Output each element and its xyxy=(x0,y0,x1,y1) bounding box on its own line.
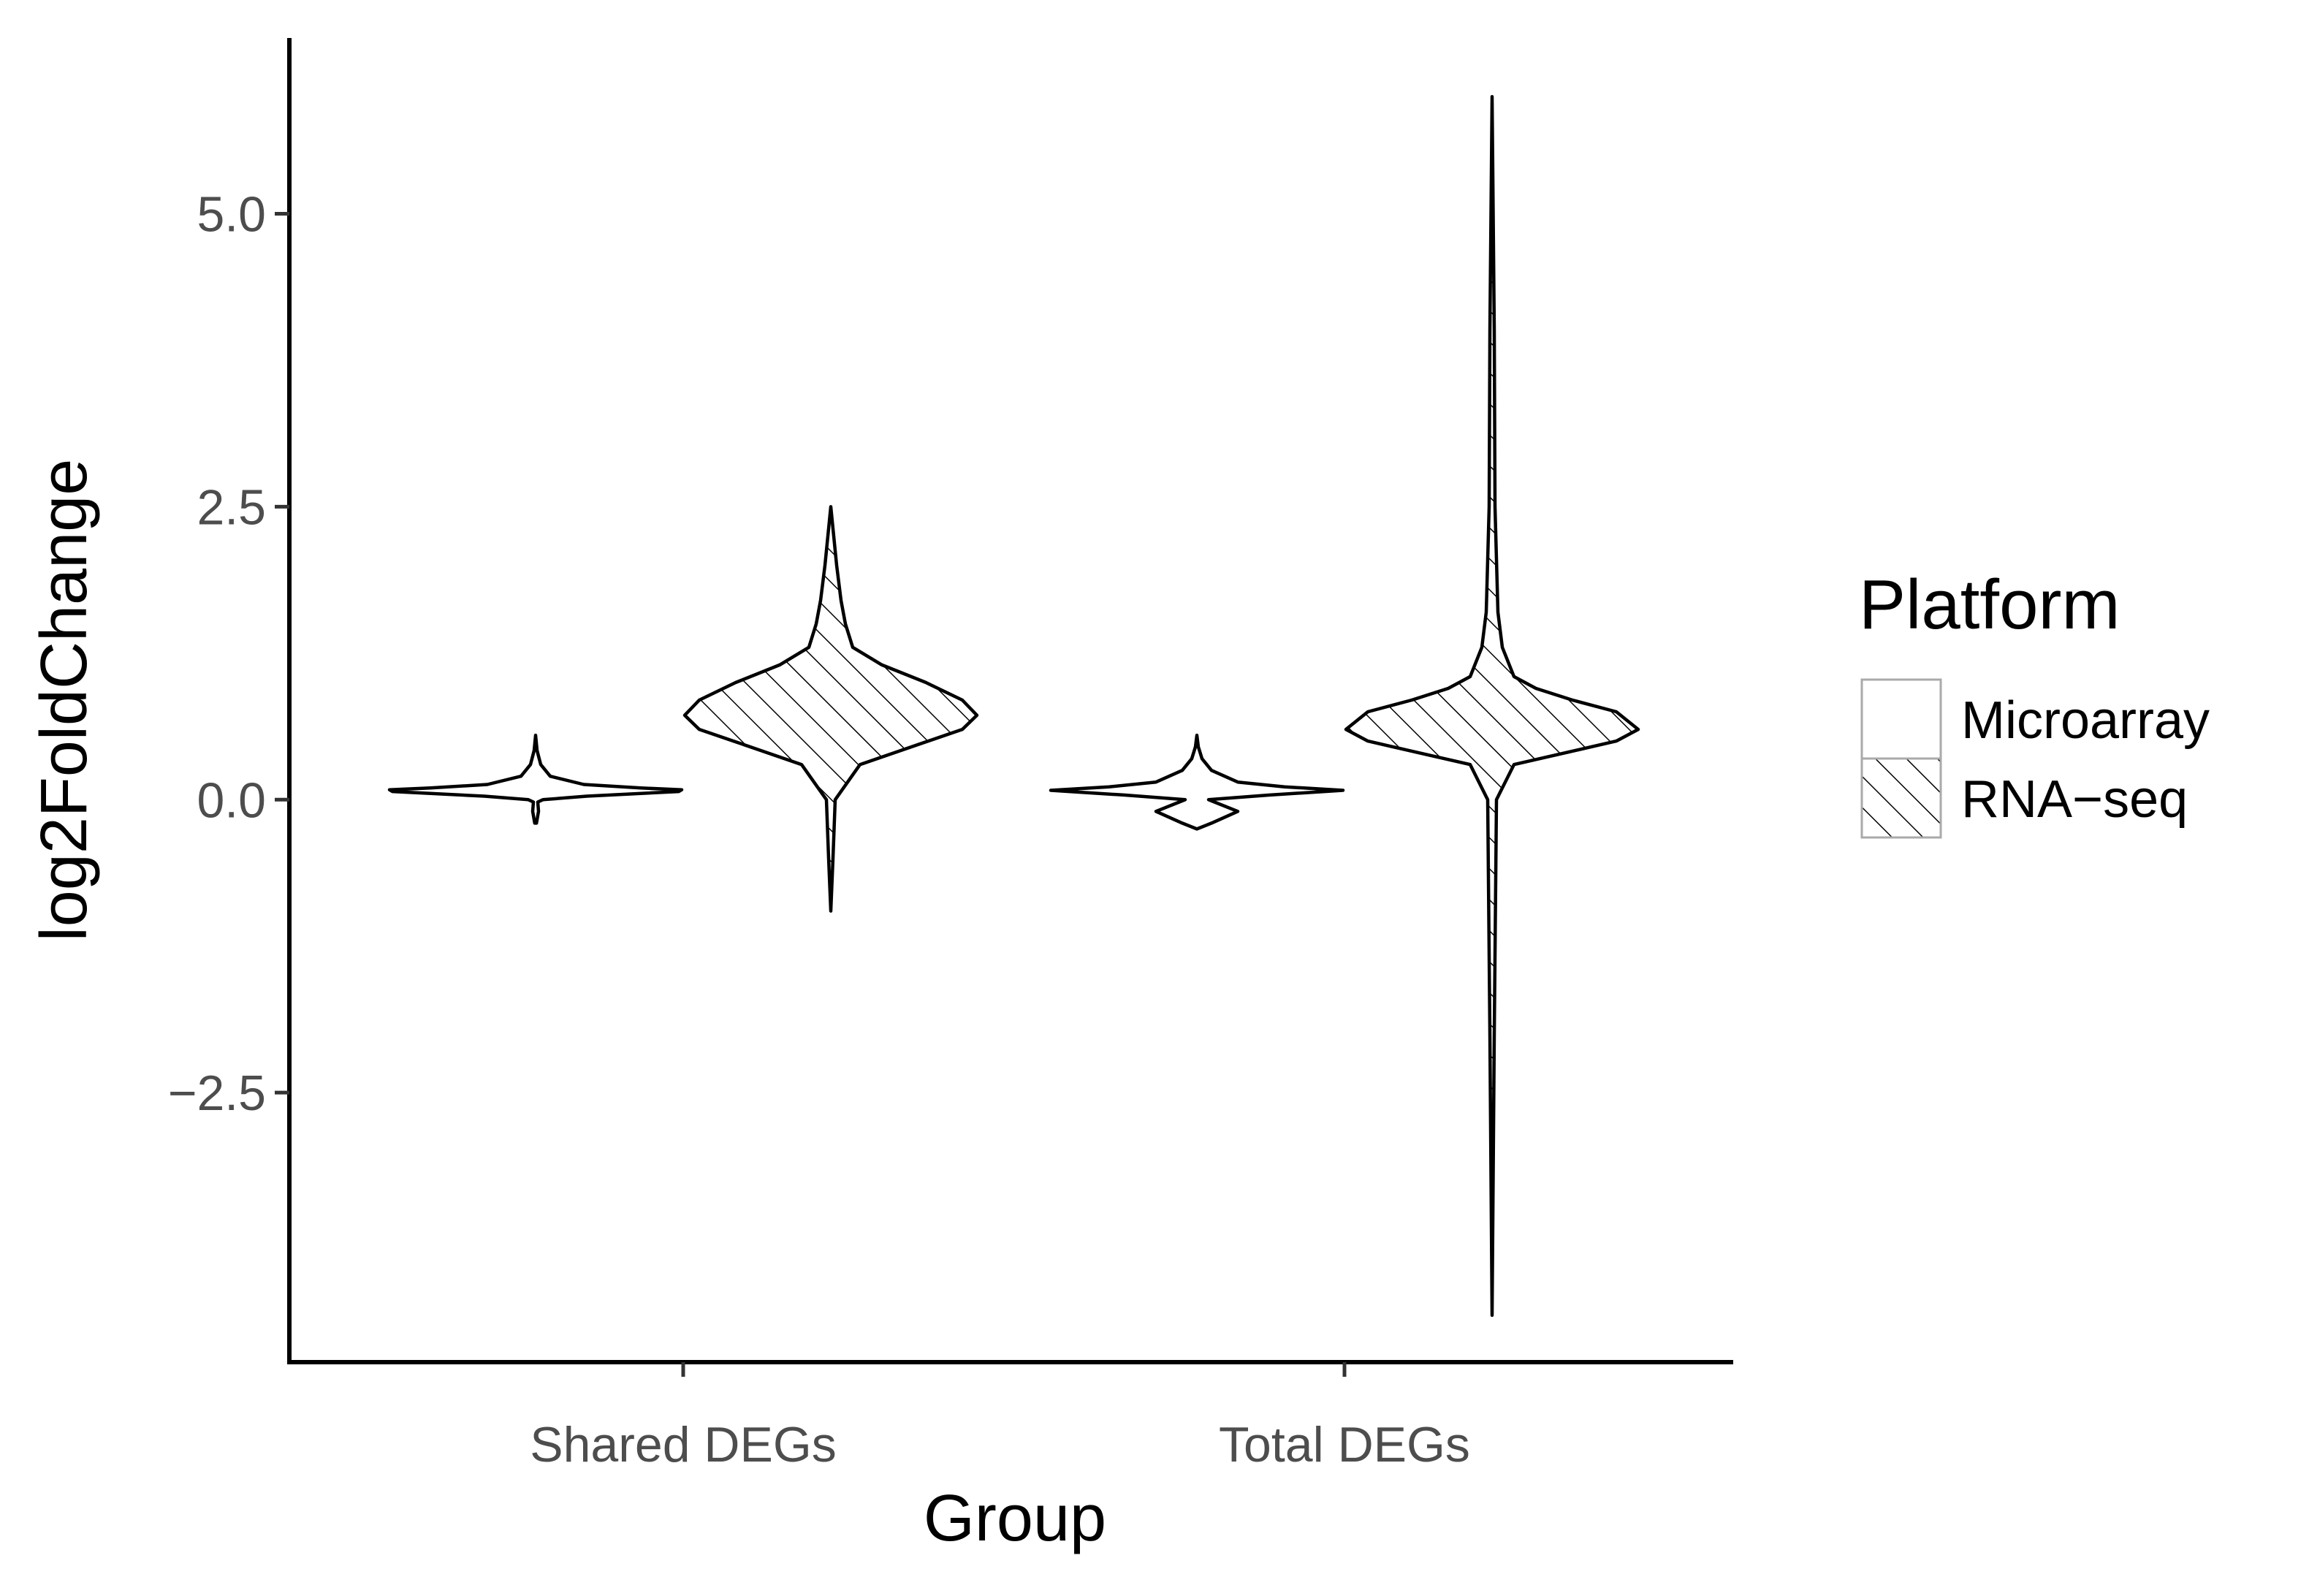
y-axis-ticks: −2.5 0.0 2.5 5.0 xyxy=(168,187,289,1121)
y-tick-label: −2.5 xyxy=(168,1065,266,1121)
plot-area: −2.5 0.0 2.5 5.0 Shared DEGs Total DEGs xyxy=(168,38,1733,1472)
y-tick-label: 5.0 xyxy=(197,187,266,243)
violin-plain-0 xyxy=(387,733,684,825)
y-tick-label: 2.5 xyxy=(197,479,266,535)
violin-hatched-0 xyxy=(682,505,979,913)
x-tick-label: Total DEGs xyxy=(1219,1417,1470,1472)
legend-key-plain xyxy=(1860,678,1942,760)
y-axis-title: log2FoldChange xyxy=(28,459,101,942)
legend-label: Microarray xyxy=(1961,691,2210,750)
legend-title: Platform xyxy=(1859,566,2120,644)
legend-label: RNA−seq xyxy=(1961,770,2188,829)
x-axis-title: Group xyxy=(924,1482,1106,1555)
violin-hatched-1 xyxy=(1344,94,1640,1318)
violins xyxy=(387,94,1640,1318)
legend: Platform Microarray RNA−seq xyxy=(1859,566,2210,839)
legend-entries: Microarray RNA−seq xyxy=(1860,678,2210,839)
y-tick-label: 0.0 xyxy=(197,772,266,828)
x-tick-label: Shared DEGs xyxy=(530,1417,837,1472)
violin-plain-1 xyxy=(1049,733,1345,831)
x-axis-ticks: Shared DEGs Total DEGs xyxy=(530,1362,1470,1472)
legend-key-hatched xyxy=(1860,757,1942,839)
